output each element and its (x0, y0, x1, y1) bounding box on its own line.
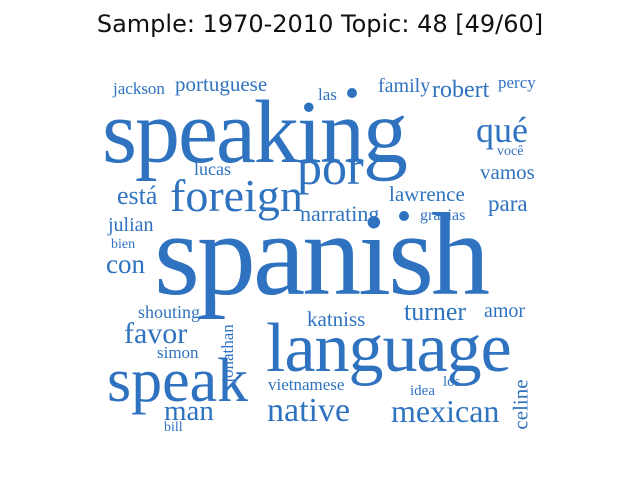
word-lawrence: lawrence (389, 182, 465, 206)
word-voce: você (497, 144, 524, 159)
word-idea: idea (410, 383, 435, 399)
word-narrating: narrating (300, 201, 380, 226)
word-turner: turner (404, 297, 467, 326)
word-las: las (318, 85, 337, 104)
word-por: por (297, 139, 364, 195)
word-spanish: spanish (154, 189, 490, 320)
word-percy: percy (498, 73, 536, 92)
word-vietnamese: vietnamese (268, 375, 345, 394)
word-amor: amor (484, 300, 526, 322)
word-que: qué (476, 110, 528, 150)
word-gracias: gracias (420, 207, 466, 224)
word-robert: robert (432, 77, 490, 103)
word-speak: speak (107, 347, 249, 415)
word-family: family (378, 75, 431, 97)
word-language: language (266, 310, 512, 387)
figure-title: Sample: 1970-2010 Topic: 48 [49/60] (96, 10, 544, 38)
word-bill: bill (164, 420, 183, 435)
word-bien: bien (111, 237, 136, 252)
word-foreign: foreign (170, 170, 303, 221)
word-jackson: jackson (113, 79, 165, 98)
word-katniss: katniss (307, 307, 366, 331)
word-shouting: shouting (138, 302, 201, 322)
word-simon: simon (157, 343, 199, 362)
word-celine: celine (508, 379, 533, 430)
word-para: para (488, 191, 528, 216)
word-esta: está (117, 181, 158, 210)
word-con: con (106, 249, 145, 279)
word-favor: favor (124, 317, 188, 350)
word-vamos: vamos (480, 160, 535, 184)
word-mexican: mexican (391, 393, 500, 429)
word-speaking: speaking (102, 83, 408, 182)
word-los: los (443, 374, 461, 390)
word-dot-2 (399, 211, 409, 221)
word-lucas: lucas (194, 159, 231, 179)
word-portuguese: portuguese (175, 72, 268, 96)
word-julian: julian (108, 214, 154, 236)
word-native: native (267, 392, 351, 429)
word-man: man (164, 395, 214, 427)
word-dot-1 (347, 88, 357, 98)
